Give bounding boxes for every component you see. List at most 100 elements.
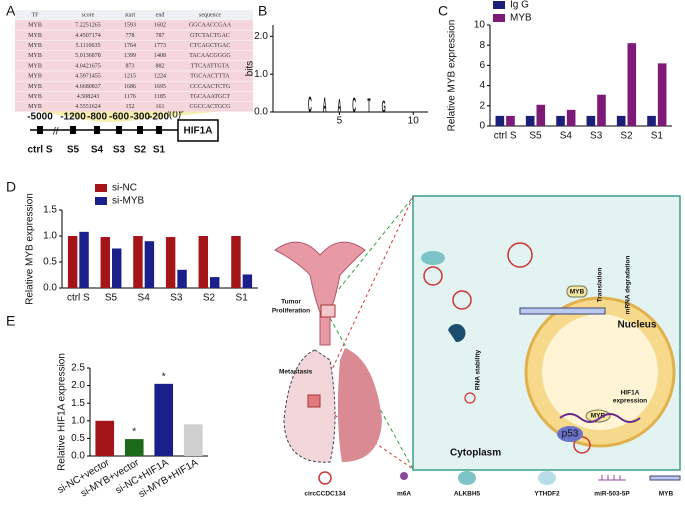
table-cell: 1773 xyxy=(154,43,166,49)
site-name: S4 xyxy=(91,145,104,156)
dna xyxy=(559,413,641,423)
table-cell: 882 xyxy=(156,63,165,69)
table-cell: CCCAACTCTG xyxy=(190,84,231,90)
bar xyxy=(67,236,78,288)
table-cell: 1764 xyxy=(124,43,136,49)
bar xyxy=(242,274,253,288)
y-tick-label: 4 xyxy=(479,80,485,91)
table-cell: 4.4507174 xyxy=(75,33,101,39)
legend-label: ALKBH5 xyxy=(454,491,481,498)
label: RNA stability xyxy=(475,350,482,391)
y-tick-label: 1.0 xyxy=(71,415,85,426)
position: -300 xyxy=(130,112,150,123)
logo-letter: T xyxy=(367,96,370,118)
site xyxy=(94,126,100,134)
y-axis-label: Relative HIF1A expression xyxy=(57,353,68,471)
table-cell: 873 xyxy=(126,63,135,69)
x-tick-label: 10 xyxy=(408,116,420,127)
label: p53 xyxy=(562,429,579,440)
table-header: start xyxy=(125,12,136,18)
zoom-line xyxy=(329,196,414,301)
label: Metastasis xyxy=(279,369,313,376)
legend-label: circCCDC134 xyxy=(304,491,346,498)
table-cell: MYB xyxy=(28,63,42,69)
bar xyxy=(79,231,89,288)
y-tick-label: 1.5 xyxy=(71,398,85,409)
table-cell: 4.5971455 xyxy=(75,74,101,80)
site xyxy=(116,126,122,134)
table-cell: TGCAAATGCT xyxy=(190,94,230,100)
logo-letter: A xyxy=(323,94,327,117)
legend-icon xyxy=(318,471,332,485)
panel-label: A xyxy=(6,3,16,19)
legend-swatch xyxy=(95,184,107,192)
legend-swatch xyxy=(95,197,107,205)
position: -200 xyxy=(149,112,169,123)
legend-swatch xyxy=(493,14,505,22)
bar xyxy=(616,115,626,126)
site-name: S1 xyxy=(153,145,166,156)
table-cell: 4.508243 xyxy=(77,94,100,100)
bar xyxy=(95,420,115,456)
table-cell: 161 xyxy=(156,104,165,110)
illustration: MYB MYB p53 Tumor Proliferation Metastas… xyxy=(272,195,681,471)
p53 xyxy=(557,426,583,442)
nucleus-inner xyxy=(542,314,658,430)
myb-mrna xyxy=(519,307,606,315)
legend-label: MYB xyxy=(510,13,532,24)
table-cell: MYB xyxy=(28,74,42,80)
x-tick-label: S2 xyxy=(620,131,633,142)
bar xyxy=(144,241,155,288)
bar xyxy=(231,236,241,288)
site-name: S5 xyxy=(67,145,80,156)
table-cell: 4.6680837 xyxy=(75,84,101,90)
table-header-bg xyxy=(15,10,253,21)
gene-box xyxy=(177,119,219,142)
table-cell: TGCAACTTTA xyxy=(190,74,230,80)
position: -1200 xyxy=(60,112,86,123)
label: Translation xyxy=(597,268,604,303)
label: Nucleus xyxy=(618,320,657,331)
bar xyxy=(154,383,174,456)
bar xyxy=(525,115,535,126)
table-cell: 1224 xyxy=(154,74,166,80)
gene: HIF1A xyxy=(184,126,213,137)
table-cell: MYB xyxy=(28,23,42,29)
circrna xyxy=(423,266,443,286)
x-tick-label: S5 xyxy=(529,131,542,142)
legend-label: miR-503-5P xyxy=(594,491,630,498)
site xyxy=(70,126,76,134)
table-cell: TTCAATTGTA xyxy=(191,63,230,69)
table-cell: 1408 xyxy=(154,53,166,59)
table-row-bg xyxy=(15,40,253,51)
label: HIF1A xyxy=(621,390,640,397)
y-tick-label: 2.0 xyxy=(254,31,268,42)
bar xyxy=(210,277,220,288)
bar xyxy=(536,104,546,126)
legend: circCCDC134 m6A ALKBH5 YTHDF2 miR-503-5P… xyxy=(304,471,681,498)
label: Tumor xyxy=(281,299,301,306)
logo-letter: G xyxy=(382,97,386,116)
label: mRNA degradation xyxy=(625,256,632,315)
label: Proliferation xyxy=(272,308,310,315)
table-row-bg xyxy=(15,20,253,30)
bar xyxy=(198,236,208,288)
table-header: TF xyxy=(31,12,39,18)
tumor xyxy=(320,304,336,318)
bar xyxy=(112,248,122,288)
legend-swatch xyxy=(493,1,505,9)
table-cell: 1602 xyxy=(154,23,166,29)
site-name: ctrl S xyxy=(27,145,52,156)
ythdf2 xyxy=(448,324,466,343)
site xyxy=(156,126,162,134)
bar xyxy=(647,115,656,126)
x-tick-label: ctrl S xyxy=(67,293,90,304)
legend-label: si-NC xyxy=(112,183,137,194)
label: MYB xyxy=(591,413,606,420)
bar xyxy=(495,115,505,126)
bar xyxy=(556,115,565,126)
panel-label: E xyxy=(6,313,15,329)
y-tick-label: 0 xyxy=(479,121,485,132)
table-cell: 152 xyxy=(126,104,135,110)
